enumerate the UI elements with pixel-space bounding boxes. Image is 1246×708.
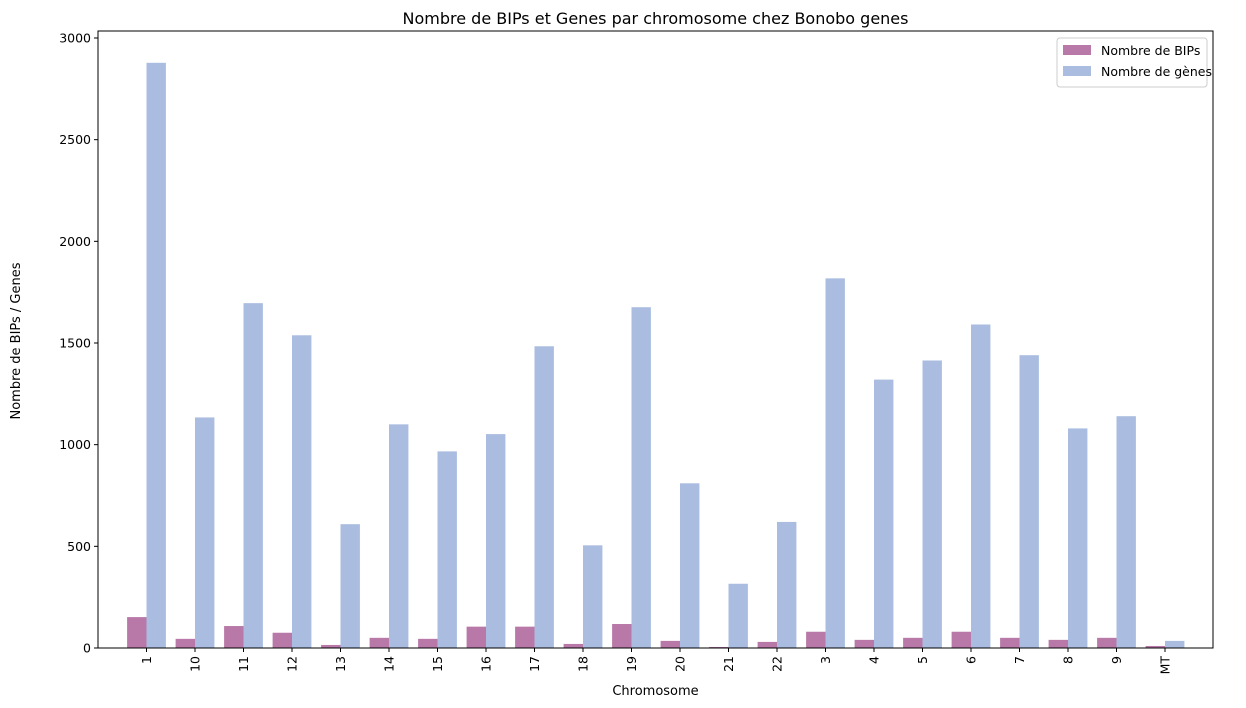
x-tick-label-10: 10	[188, 656, 203, 672]
x-tick-label-8: 8	[1061, 656, 1076, 664]
bip-bar-14	[369, 637, 389, 648]
x-tick-label-7: 7	[1012, 656, 1027, 664]
gene-bar-3	[825, 278, 845, 648]
legend-label-0: Nombre de BIPs	[1101, 43, 1200, 58]
bip-bar-8	[1048, 639, 1068, 648]
x-tick-label-3: 3	[818, 656, 833, 664]
bars-layer	[127, 62, 1185, 649]
x-tick-label-18: 18	[576, 656, 591, 672]
bip-bar-22	[757, 641, 777, 648]
axes-layer: 0 500 1000 1500 2000 2500 3000 1 10 11 12 13 14 15 16 1…	[59, 30, 1214, 675]
plot-frame	[97, 30, 1214, 649]
legend-swatch-1	[1063, 66, 1091, 76]
y-tick-label-500: 500	[67, 539, 91, 554]
gene-bar-1	[146, 62, 166, 649]
gene-bar-21	[728, 583, 748, 648]
bip-bar-20	[660, 640, 680, 648]
bip-bar-21	[709, 646, 729, 648]
bip-bar-6	[951, 631, 971, 648]
gene-bar-19	[631, 307, 651, 648]
gene-bar-4	[874, 379, 894, 648]
legend-box	[1056, 37, 1208, 88]
gene-bar-15	[437, 451, 457, 648]
bip-bar-7	[1000, 637, 1020, 648]
gene-bar-16	[486, 434, 506, 648]
gene-bar-12	[292, 335, 312, 648]
gene-bar-8	[1068, 428, 1088, 648]
x-tick-label-17: 17	[527, 656, 542, 672]
x-tick-label-6: 6	[964, 656, 979, 664]
x-tick-label-12: 12	[285, 656, 300, 672]
gene-bar-6	[971, 324, 991, 648]
bip-bar-4	[854, 639, 874, 648]
x-tick-label-MT: MT	[1158, 656, 1173, 675]
x-tick-label-9: 9	[1109, 656, 1124, 664]
bip-bar-13	[321, 644, 341, 648]
y-tick-label-2500: 2500	[59, 132, 91, 147]
gene-bar-14	[389, 424, 409, 648]
gene-bar-11	[243, 303, 263, 648]
x-tick-label-11: 11	[236, 656, 251, 672]
x-tick-label-1: 1	[139, 656, 154, 664]
legend-swatch-0	[1063, 45, 1091, 55]
y-tick-label-0: 0	[83, 641, 91, 656]
gene-bar-20	[680, 483, 700, 648]
gene-bar-9	[1116, 416, 1136, 648]
legend-label-1: Nombre de gènes	[1101, 64, 1212, 79]
bip-bar-15	[418, 638, 438, 648]
x-axis-label: Chromosome	[612, 684, 698, 699]
y-tick-label-1500: 1500	[59, 336, 91, 351]
gene-bar-10	[195, 417, 215, 648]
gene-bar-7	[1019, 355, 1039, 648]
bip-bar-17	[515, 626, 535, 648]
y-axis-label: Nombre de BIPs / Genes	[9, 262, 24, 419]
x-tick-label-20: 20	[673, 656, 688, 672]
x-tick-label-5: 5	[915, 656, 930, 664]
bip-bar-10	[175, 638, 195, 648]
bip-bar-18	[563, 643, 583, 648]
bip-bar-3	[806, 631, 826, 648]
y-tick-label-1000: 1000	[59, 437, 91, 452]
x-tick-label-14: 14	[382, 656, 397, 672]
y-tick-label-3000: 3000	[59, 31, 91, 46]
bip-bar-11	[224, 626, 244, 648]
bip-bar-MT	[1145, 645, 1165, 648]
bip-bar-1	[127, 617, 147, 648]
bip-bar-19	[612, 624, 632, 648]
x-tick-label-4: 4	[867, 656, 882, 664]
x-tick-label-21: 21	[721, 656, 736, 672]
gene-bar-22	[777, 521, 797, 648]
y-tick-label-2000: 2000	[59, 234, 91, 249]
x-tick-label-22: 22	[770, 656, 785, 672]
bip-bar-5	[903, 637, 923, 648]
x-tick-label-15: 15	[430, 656, 445, 672]
x-tick-label-16: 16	[479, 656, 494, 672]
gene-bar-18	[583, 545, 603, 648]
gene-bar-MT	[1165, 640, 1185, 648]
bip-bar-12	[272, 632, 292, 648]
chart-title: Nombre de BIPs et Genes par chromosome c…	[403, 9, 909, 28]
x-tick-label-19: 19	[624, 656, 639, 672]
x-tick-label-13: 13	[333, 656, 348, 672]
gene-bar-5	[922, 360, 942, 648]
gene-bar-13	[340, 524, 360, 648]
legend: Nombre de BIPs Nombre de gènes	[1056, 37, 1212, 88]
bip-bar-9	[1097, 637, 1117, 648]
bip-bar-16	[466, 626, 486, 648]
gene-bar-17	[534, 346, 554, 648]
